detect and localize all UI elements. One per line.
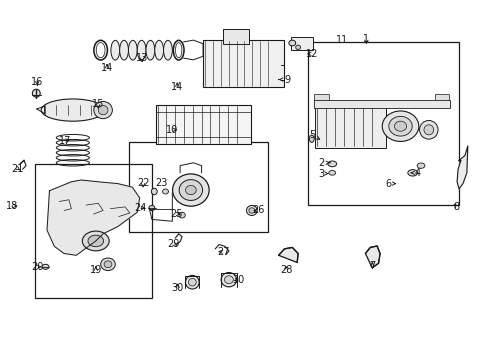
Text: 18: 18	[6, 201, 19, 211]
Ellipse shape	[419, 121, 437, 139]
Ellipse shape	[295, 45, 300, 49]
Ellipse shape	[309, 135, 314, 142]
Ellipse shape	[173, 40, 183, 60]
Ellipse shape	[179, 212, 185, 218]
Ellipse shape	[96, 42, 105, 58]
Text: 26: 26	[251, 206, 264, 216]
Ellipse shape	[188, 278, 196, 286]
Ellipse shape	[327, 161, 336, 167]
Ellipse shape	[94, 40, 107, 60]
Ellipse shape	[248, 208, 254, 213]
Ellipse shape	[94, 102, 112, 119]
Text: 21: 21	[12, 163, 24, 174]
Text: 14: 14	[171, 82, 183, 92]
Ellipse shape	[328, 171, 335, 175]
Text: 4: 4	[410, 168, 420, 178]
Bar	[156, 105, 250, 144]
Ellipse shape	[175, 42, 182, 58]
Polygon shape	[456, 146, 467, 189]
Bar	[35, 164, 152, 298]
Ellipse shape	[32, 89, 40, 97]
Text: 25: 25	[170, 209, 182, 219]
Ellipse shape	[185, 185, 196, 195]
Ellipse shape	[151, 188, 157, 195]
Text: 12: 12	[305, 49, 317, 59]
Ellipse shape	[221, 273, 236, 287]
Ellipse shape	[407, 170, 417, 176]
Text: 13: 13	[136, 53, 148, 63]
Text: 9: 9	[278, 75, 290, 85]
Ellipse shape	[163, 40, 172, 60]
Ellipse shape	[416, 163, 424, 168]
Polygon shape	[278, 247, 298, 262]
Ellipse shape	[111, 40, 120, 60]
Bar	[314, 94, 328, 100]
Ellipse shape	[224, 276, 233, 284]
Ellipse shape	[246, 206, 257, 216]
Text: 1: 1	[363, 35, 369, 44]
Ellipse shape	[42, 264, 49, 269]
Ellipse shape	[162, 189, 168, 194]
Polygon shape	[47, 180, 140, 255]
Text: 16: 16	[31, 77, 43, 87]
Bar	[314, 100, 449, 108]
Bar	[290, 37, 312, 50]
Text: 7: 7	[368, 261, 375, 271]
Ellipse shape	[185, 275, 199, 289]
Ellipse shape	[394, 121, 406, 131]
Ellipse shape	[137, 40, 146, 60]
Text: 24: 24	[134, 203, 146, 213]
Ellipse shape	[172, 174, 209, 206]
Text: 29: 29	[167, 239, 180, 249]
Ellipse shape	[41, 99, 104, 121]
Text: 8: 8	[453, 202, 459, 212]
Text: 30: 30	[232, 275, 244, 285]
Text: 27: 27	[216, 247, 229, 257]
Text: 22: 22	[137, 178, 149, 188]
Bar	[129, 142, 267, 232]
Ellipse shape	[82, 231, 109, 251]
Polygon shape	[365, 246, 379, 268]
Ellipse shape	[423, 125, 433, 135]
Bar	[307, 42, 458, 205]
Text: 11: 11	[335, 35, 347, 45]
Ellipse shape	[101, 258, 115, 271]
Ellipse shape	[98, 105, 108, 115]
Bar	[222, 30, 249, 44]
Bar	[203, 40, 283, 87]
Ellipse shape	[288, 40, 295, 46]
Ellipse shape	[155, 40, 163, 60]
Text: 2: 2	[318, 158, 329, 168]
Text: 19: 19	[89, 265, 102, 275]
Ellipse shape	[146, 40, 155, 60]
Text: 15: 15	[92, 99, 104, 109]
Text: 5: 5	[309, 130, 319, 140]
Text: 10: 10	[166, 125, 178, 135]
Ellipse shape	[128, 40, 137, 60]
Ellipse shape	[382, 111, 418, 141]
Bar	[315, 107, 385, 148]
Bar	[434, 94, 448, 100]
Text: 30: 30	[171, 283, 183, 293]
Ellipse shape	[179, 180, 202, 201]
Ellipse shape	[388, 116, 411, 136]
Text: 3: 3	[318, 168, 327, 179]
Text: 23: 23	[155, 178, 167, 188]
Text: 20: 20	[31, 262, 43, 272]
Ellipse shape	[88, 235, 103, 247]
Text: 14: 14	[101, 63, 113, 73]
Text: 17: 17	[59, 136, 71, 145]
Text: 28: 28	[279, 265, 291, 275]
Ellipse shape	[120, 40, 128, 60]
Text: 6: 6	[385, 179, 395, 189]
Ellipse shape	[149, 206, 155, 211]
Ellipse shape	[104, 261, 112, 268]
